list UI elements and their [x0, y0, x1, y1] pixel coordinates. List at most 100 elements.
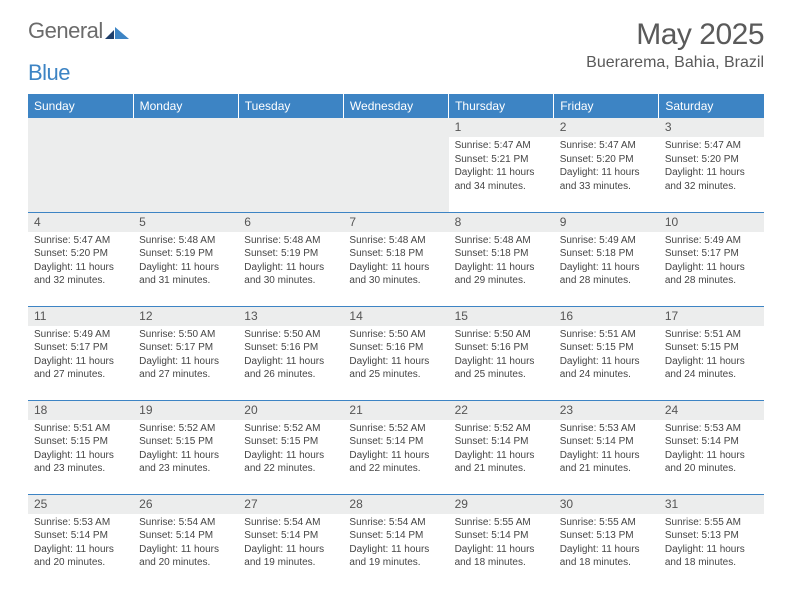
- calendar-cell: ..: [343, 118, 448, 212]
- day-number: 26: [133, 495, 238, 514]
- weekday-header: Thursday: [449, 94, 554, 118]
- calendar-cell: 14Sunrise: 5:50 AMSunset: 5:16 PMDayligh…: [343, 306, 448, 400]
- day-number: 15: [449, 307, 554, 326]
- day-data: Sunrise: 5:55 AMSunset: 5:13 PMDaylight:…: [659, 514, 764, 570]
- weekday-header: Monday: [133, 94, 238, 118]
- day-number: 3: [659, 118, 764, 137]
- weekday-header-row: SundayMondayTuesdayWednesdayThursdayFrid…: [28, 94, 764, 118]
- calendar-body: ........1Sunrise: 5:47 AMSunset: 5:21 PM…: [28, 118, 764, 588]
- day-data: Sunrise: 5:50 AMSunset: 5:16 PMDaylight:…: [238, 326, 343, 382]
- calendar-row: 18Sunrise: 5:51 AMSunset: 5:15 PMDayligh…: [28, 400, 764, 494]
- day-number: 9: [554, 213, 659, 232]
- day-data: Sunrise: 5:49 AMSunset: 5:18 PMDaylight:…: [554, 232, 659, 288]
- calendar-cell: 12Sunrise: 5:50 AMSunset: 5:17 PMDayligh…: [133, 306, 238, 400]
- calendar-cell: 9Sunrise: 5:49 AMSunset: 5:18 PMDaylight…: [554, 212, 659, 306]
- day-data: Sunrise: 5:51 AMSunset: 5:15 PMDaylight:…: [659, 326, 764, 382]
- calendar-cell: 7Sunrise: 5:48 AMSunset: 5:18 PMDaylight…: [343, 212, 448, 306]
- day-data: Sunrise: 5:51 AMSunset: 5:15 PMDaylight:…: [28, 420, 133, 476]
- calendar-cell: 3Sunrise: 5:47 AMSunset: 5:20 PMDaylight…: [659, 118, 764, 212]
- day-number: 6: [238, 213, 343, 232]
- calendar-cell: 8Sunrise: 5:48 AMSunset: 5:18 PMDaylight…: [449, 212, 554, 306]
- calendar-cell: ..: [238, 118, 343, 212]
- day-number: 1: [449, 118, 554, 137]
- day-number: 30: [554, 495, 659, 514]
- calendar-cell: 4Sunrise: 5:47 AMSunset: 5:20 PMDaylight…: [28, 212, 133, 306]
- weekday-header: Friday: [554, 94, 659, 118]
- calendar-cell: 5Sunrise: 5:48 AMSunset: 5:19 PMDaylight…: [133, 212, 238, 306]
- day-number: 2: [554, 118, 659, 137]
- day-data: Sunrise: 5:55 AMSunset: 5:13 PMDaylight:…: [554, 514, 659, 570]
- day-number: 19: [133, 401, 238, 420]
- calendar-row: ........1Sunrise: 5:47 AMSunset: 5:21 PM…: [28, 118, 764, 212]
- brand-mark-icon: [105, 20, 129, 46]
- calendar-cell: 23Sunrise: 5:53 AMSunset: 5:14 PMDayligh…: [554, 400, 659, 494]
- calendar-cell: ..: [133, 118, 238, 212]
- day-data: Sunrise: 5:50 AMSunset: 5:17 PMDaylight:…: [133, 326, 238, 382]
- calendar-cell: 21Sunrise: 5:52 AMSunset: 5:14 PMDayligh…: [343, 400, 448, 494]
- day-data: Sunrise: 5:52 AMSunset: 5:15 PMDaylight:…: [238, 420, 343, 476]
- calendar-cell: 17Sunrise: 5:51 AMSunset: 5:15 PMDayligh…: [659, 306, 764, 400]
- day-data: Sunrise: 5:54 AMSunset: 5:14 PMDaylight:…: [238, 514, 343, 570]
- calendar-cell: 20Sunrise: 5:52 AMSunset: 5:15 PMDayligh…: [238, 400, 343, 494]
- day-data: Sunrise: 5:47 AMSunset: 5:20 PMDaylight:…: [659, 137, 764, 193]
- calendar-cell: 25Sunrise: 5:53 AMSunset: 5:14 PMDayligh…: [28, 494, 133, 588]
- calendar-cell: 22Sunrise: 5:52 AMSunset: 5:14 PMDayligh…: [449, 400, 554, 494]
- day-data: Sunrise: 5:47 AMSunset: 5:21 PMDaylight:…: [449, 137, 554, 193]
- day-number: 23: [554, 401, 659, 420]
- day-number: 27: [238, 495, 343, 514]
- day-data: Sunrise: 5:53 AMSunset: 5:14 PMDaylight:…: [28, 514, 133, 570]
- day-number: 20: [238, 401, 343, 420]
- brand-word-2: Blue: [28, 60, 70, 86]
- day-data: Sunrise: 5:47 AMSunset: 5:20 PMDaylight:…: [28, 232, 133, 288]
- calendar-cell: ..: [28, 118, 133, 212]
- weekday-header: Wednesday: [343, 94, 448, 118]
- calendar-cell: 19Sunrise: 5:52 AMSunset: 5:15 PMDayligh…: [133, 400, 238, 494]
- day-number: 25: [28, 495, 133, 514]
- day-number: 8: [449, 213, 554, 232]
- day-data: Sunrise: 5:48 AMSunset: 5:19 PMDaylight:…: [238, 232, 343, 288]
- day-data: Sunrise: 5:48 AMSunset: 5:19 PMDaylight:…: [133, 232, 238, 288]
- calendar-cell: 16Sunrise: 5:51 AMSunset: 5:15 PMDayligh…: [554, 306, 659, 400]
- day-data: Sunrise: 5:54 AMSunset: 5:14 PMDaylight:…: [343, 514, 448, 570]
- calendar-cell: 28Sunrise: 5:54 AMSunset: 5:14 PMDayligh…: [343, 494, 448, 588]
- calendar-row: 25Sunrise: 5:53 AMSunset: 5:14 PMDayligh…: [28, 494, 764, 588]
- calendar-cell: 10Sunrise: 5:49 AMSunset: 5:17 PMDayligh…: [659, 212, 764, 306]
- calendar-cell: 30Sunrise: 5:55 AMSunset: 5:13 PMDayligh…: [554, 494, 659, 588]
- day-number: 22: [449, 401, 554, 420]
- day-data: Sunrise: 5:49 AMSunset: 5:17 PMDaylight:…: [659, 232, 764, 288]
- brand-word-1: General: [28, 18, 103, 44]
- day-data: Sunrise: 5:53 AMSunset: 5:14 PMDaylight:…: [659, 420, 764, 476]
- day-data: Sunrise: 5:54 AMSunset: 5:14 PMDaylight:…: [133, 514, 238, 570]
- weekday-header: Saturday: [659, 94, 764, 118]
- calendar-cell: 18Sunrise: 5:51 AMSunset: 5:15 PMDayligh…: [28, 400, 133, 494]
- calendar-cell: 1Sunrise: 5:47 AMSunset: 5:21 PMDaylight…: [449, 118, 554, 212]
- calendar-row: 11Sunrise: 5:49 AMSunset: 5:17 PMDayligh…: [28, 306, 764, 400]
- day-data: Sunrise: 5:52 AMSunset: 5:15 PMDaylight:…: [133, 420, 238, 476]
- calendar-cell: 11Sunrise: 5:49 AMSunset: 5:17 PMDayligh…: [28, 306, 133, 400]
- day-data: Sunrise: 5:50 AMSunset: 5:16 PMDaylight:…: [449, 326, 554, 382]
- day-number: 10: [659, 213, 764, 232]
- day-number: 11: [28, 307, 133, 326]
- day-number: 24: [659, 401, 764, 420]
- calendar-cell: 31Sunrise: 5:55 AMSunset: 5:13 PMDayligh…: [659, 494, 764, 588]
- day-data: Sunrise: 5:50 AMSunset: 5:16 PMDaylight:…: [343, 326, 448, 382]
- day-number: 7: [343, 213, 448, 232]
- day-number: 4: [28, 213, 133, 232]
- day-number: 12: [133, 307, 238, 326]
- day-number: 28: [343, 495, 448, 514]
- calendar-cell: 2Sunrise: 5:47 AMSunset: 5:20 PMDaylight…: [554, 118, 659, 212]
- day-number: 21: [343, 401, 448, 420]
- day-number: 13: [238, 307, 343, 326]
- day-data: Sunrise: 5:51 AMSunset: 5:15 PMDaylight:…: [554, 326, 659, 382]
- day-data: Sunrise: 5:48 AMSunset: 5:18 PMDaylight:…: [343, 232, 448, 288]
- location-subtitle: Buerarema, Bahia, Brazil: [586, 54, 764, 72]
- brand-logo: General: [28, 18, 129, 46]
- day-data: Sunrise: 5:52 AMSunset: 5:14 PMDaylight:…: [449, 420, 554, 476]
- day-data: Sunrise: 5:53 AMSunset: 5:14 PMDaylight:…: [554, 420, 659, 476]
- day-number: 17: [659, 307, 764, 326]
- calendar-cell: 15Sunrise: 5:50 AMSunset: 5:16 PMDayligh…: [449, 306, 554, 400]
- day-number: 18: [28, 401, 133, 420]
- calendar-row: 4Sunrise: 5:47 AMSunset: 5:20 PMDaylight…: [28, 212, 764, 306]
- calendar-cell: 27Sunrise: 5:54 AMSunset: 5:14 PMDayligh…: [238, 494, 343, 588]
- calendar-table: SundayMondayTuesdayWednesdayThursdayFrid…: [28, 94, 764, 588]
